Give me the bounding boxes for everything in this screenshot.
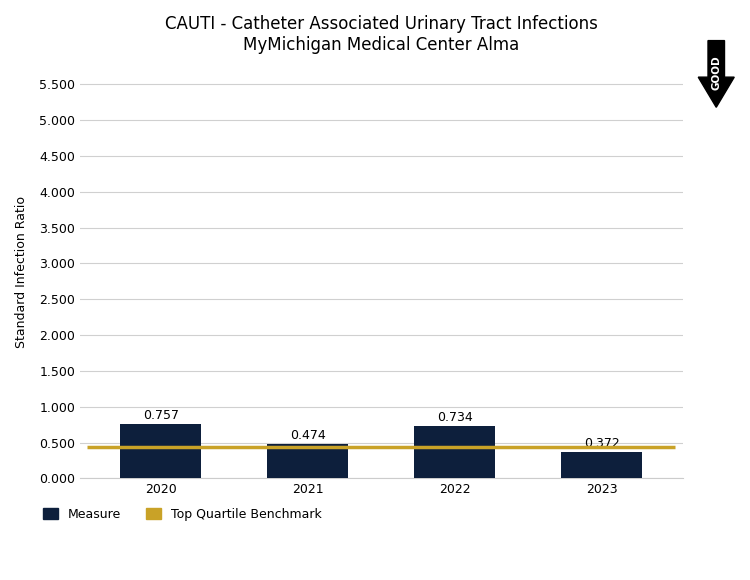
Title: CAUTI - Catheter Associated Urinary Tract Infections
MyMichigan Medical Center A: CAUTI - Catheter Associated Urinary Trac… xyxy=(165,15,598,54)
Text: 0.757: 0.757 xyxy=(142,409,178,422)
Text: 0.372: 0.372 xyxy=(584,437,620,450)
Y-axis label: Standard Infection Ratio: Standard Infection Ratio xyxy=(15,197,28,349)
Bar xyxy=(414,426,495,478)
Legend: Measure, Top Quartile Benchmark: Measure, Top Quartile Benchmark xyxy=(38,503,327,525)
Text: 0.734: 0.734 xyxy=(436,411,472,423)
Text: GOOD: GOOD xyxy=(711,55,722,90)
Bar xyxy=(121,424,201,478)
Bar xyxy=(267,444,348,478)
Text: 0.474: 0.474 xyxy=(290,429,326,443)
Bar xyxy=(561,452,642,478)
